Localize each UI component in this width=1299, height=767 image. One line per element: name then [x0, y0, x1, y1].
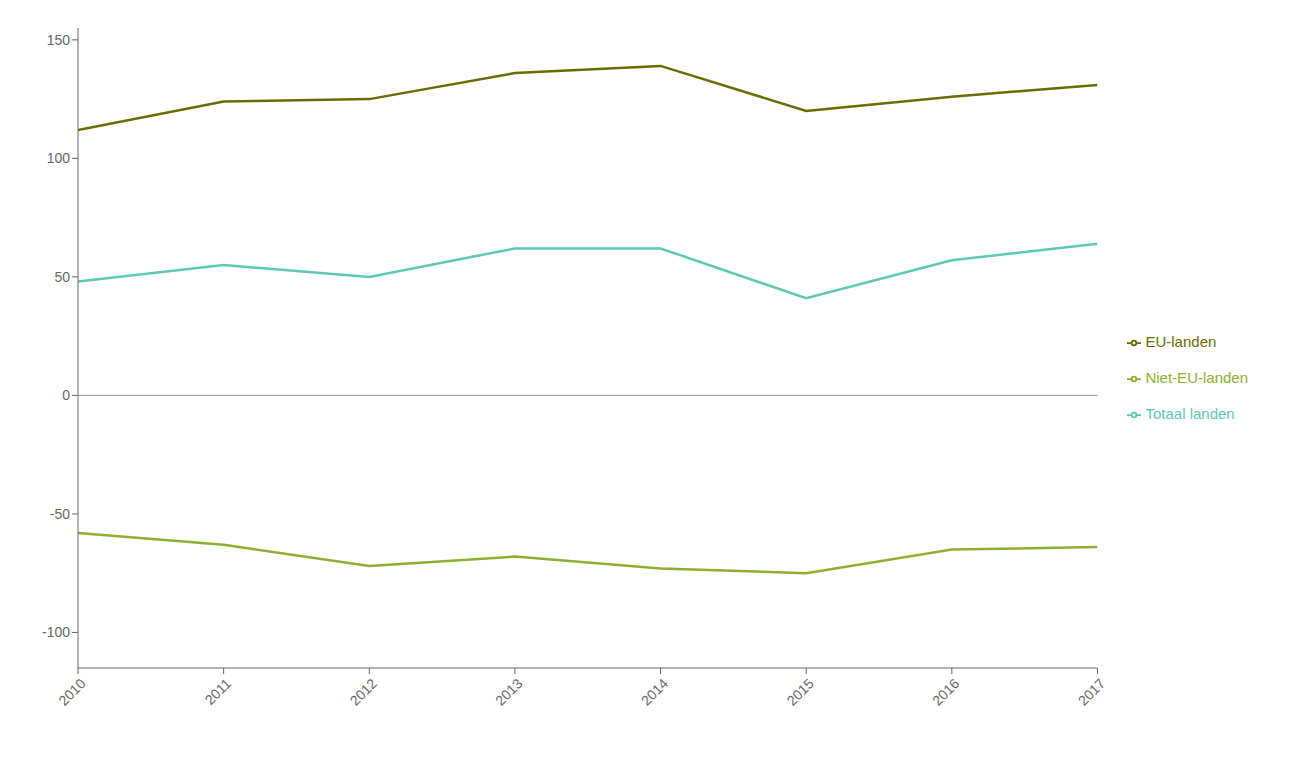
svg-text:-100: -100: [42, 624, 70, 640]
svg-text:2012: 2012: [347, 675, 380, 708]
svg-text:2016: 2016: [929, 675, 962, 708]
html-text:Totaal landen: Totaal landen: [1145, 405, 1235, 422]
svg-text:50: 50: [54, 269, 70, 285]
svg-text:2010: 2010: [55, 675, 88, 708]
svg-text:100: 100: [47, 150, 71, 166]
svg-text:2013: 2013: [492, 675, 525, 708]
svg-text:2015: 2015: [783, 675, 816, 708]
svg-text:2017: 2017: [1075, 675, 1108, 708]
html-text:Niet-EU-landen: Niet-EU-landen: [1145, 369, 1248, 386]
svg-text:0: 0: [62, 387, 70, 403]
svg-text:-50: -50: [50, 506, 70, 522]
html-text:EU-landen: EU-landen: [1145, 333, 1217, 350]
svg-text:2014: 2014: [638, 675, 671, 708]
svg-text:2011: 2011: [202, 675, 235, 708]
svg-text:150: 150: [47, 32, 71, 48]
